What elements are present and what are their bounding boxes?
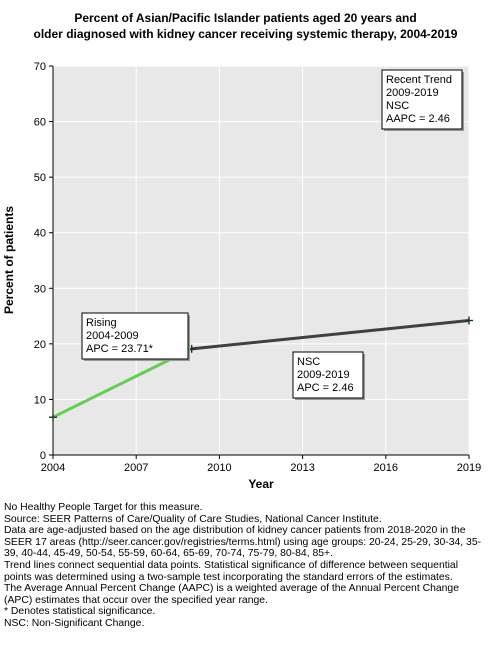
footnote-significance: * Denotes statistical significance. [4, 606, 156, 618]
axes [49, 65, 470, 459]
annotation-text: 2009-2019 [386, 87, 439, 99]
footnote-trend-lines: Trend lines connect sequential data poin… [4, 559, 459, 583]
y-tick-label: 60 [34, 117, 46, 129]
y-tick-label: 40 [34, 228, 46, 240]
footnote-age-adjustment: Data are age-adjusted based on the age d… [4, 525, 482, 560]
footnote-aapc: The Average Annual Percent Change (AAPC)… [4, 583, 459, 606]
chart-title-line-2: older diagnosed with kidney cancer recei… [33, 27, 458, 41]
y-tick-label: 0 [40, 450, 46, 462]
x-tick-label: 2007 [124, 462, 148, 474]
annotation-text: 2009-2019 [297, 369, 350, 381]
y-tick-label: 50 [34, 172, 46, 184]
x-tick-label: 2013 [290, 462, 314, 474]
x-tick-label: 2010 [207, 462, 231, 474]
y-tick-label: 20 [34, 339, 46, 351]
annotation-text: APC = 23.71* [86, 343, 154, 355]
annotation-text: AAPC = 2.46 [386, 113, 450, 125]
y-tick-label: 10 [34, 394, 46, 406]
footnote-source: Source: SEER Patterns of Care/Quality of… [4, 513, 382, 525]
chart-title: Percent of Asian/Pacific Islander patien… [0, 10, 491, 42]
y-tick-label: 30 [34, 283, 46, 295]
annotation-text: Recent Trend [386, 74, 452, 86]
footnote-target: No Healthy People Target for this measur… [4, 502, 203, 513]
annotation-text: APC = 2.46 [297, 382, 354, 394]
footnotes: No Healthy People Target for this measur… [4, 502, 488, 630]
trend-segment-2 [191, 319, 470, 351]
x-tick-label: 2004 [41, 462, 65, 474]
y-tick-label: 70 [34, 61, 46, 73]
annotation-text: 2004-2009 [86, 330, 139, 342]
annotation-text: Rising [86, 317, 117, 329]
x-tick-label: 2016 [374, 462, 398, 474]
x-tick-label: 2019 [457, 462, 481, 474]
data-point-marker [49, 413, 57, 422]
data-point-marker [465, 316, 473, 325]
x-axis-label: Year [248, 477, 274, 491]
y-axis-label: Percent of patients [2, 206, 16, 314]
annotation-text: NSC [386, 100, 409, 112]
annotation-text: NSC [297, 356, 320, 368]
chart-title-line-1: Percent of Asian/Pacific Islander patien… [74, 11, 417, 25]
footnote-nsc: NSC: Non-Significant Change. [4, 617, 145, 629]
tick-labels: 0 10 20 30 40 50 60 70 2004 2007 2010 2013 2016 2019 [34, 61, 481, 474]
